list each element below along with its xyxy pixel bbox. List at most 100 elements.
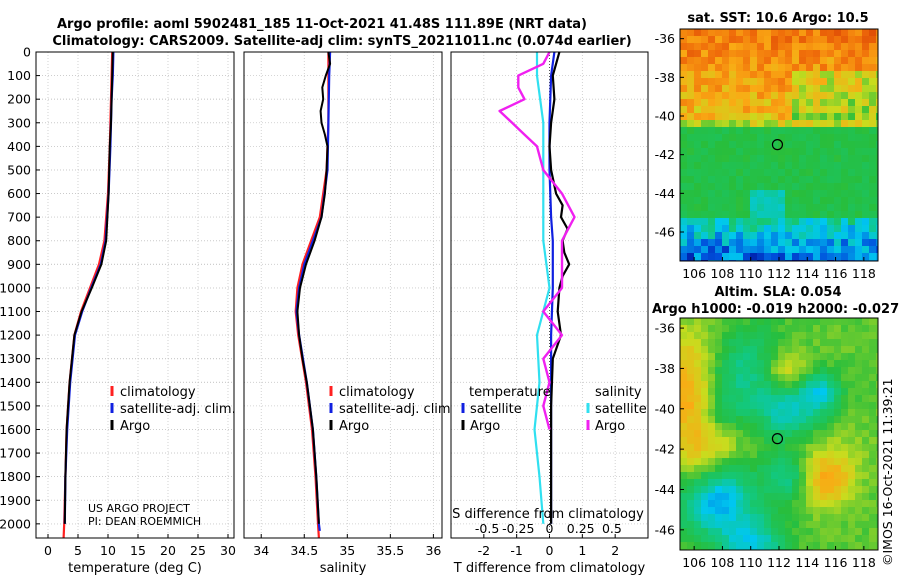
sla-cell <box>827 528 834 535</box>
sla-cell <box>792 458 799 465</box>
sst-cell <box>855 85 862 92</box>
sla-cell <box>722 339 729 346</box>
sst-cell <box>876 71 878 78</box>
sst-cell <box>834 246 841 253</box>
sst-cell <box>715 253 722 260</box>
sla-cell <box>876 374 878 381</box>
sla-cell <box>869 514 876 521</box>
sla-cell <box>757 430 764 437</box>
sst-cell <box>785 225 792 232</box>
sla-cell <box>785 465 792 472</box>
sla-cell <box>694 430 701 437</box>
sla-cell <box>834 374 841 381</box>
sla-cell <box>694 367 701 374</box>
sst-cell <box>729 183 736 190</box>
sla-cell <box>750 472 757 479</box>
sst-cell <box>876 190 878 197</box>
sst-cell <box>785 50 792 57</box>
sla-cell <box>680 353 687 360</box>
sla-cell <box>764 325 771 332</box>
sla-cell <box>722 500 729 507</box>
sst-cell <box>750 169 757 176</box>
x-tick-label: 112 <box>767 555 791 570</box>
sla-cell <box>799 367 806 374</box>
sst-cell <box>876 169 878 176</box>
sla-cell <box>771 346 778 353</box>
sla-cell <box>834 339 841 346</box>
sla-cell <box>743 374 750 381</box>
sst-cell <box>694 253 701 260</box>
sst-cell <box>743 232 750 239</box>
sst-cell <box>806 246 813 253</box>
sla-cell <box>820 395 827 402</box>
x-tick-label: 10 <box>100 543 116 558</box>
sst-cell <box>855 134 862 141</box>
sla-cell <box>841 409 848 416</box>
sla-cell <box>680 472 687 479</box>
sst-cell <box>743 197 750 204</box>
sst-cell <box>708 134 715 141</box>
sla-cell <box>771 318 778 325</box>
sla-cell <box>743 493 750 500</box>
sla-cell <box>869 528 876 535</box>
sla-cell <box>855 353 862 360</box>
sst-cell <box>687 162 694 169</box>
sla-cell <box>722 325 729 332</box>
sla-cell <box>764 521 771 528</box>
sla-cell <box>757 367 764 374</box>
sst-cell <box>799 64 806 71</box>
sst-cell <box>806 239 813 246</box>
sla-cell <box>687 409 694 416</box>
sst-cell <box>715 169 722 176</box>
sst-cell <box>813 197 820 204</box>
sla-cell <box>715 535 722 542</box>
sla-cell <box>757 542 764 549</box>
sst-cell <box>785 190 792 197</box>
sst-cell <box>722 78 729 85</box>
sst-cell <box>876 120 878 127</box>
sla-cell <box>701 493 708 500</box>
sst-cell <box>680 176 687 183</box>
sla-cell <box>820 416 827 423</box>
sst-cell <box>694 85 701 92</box>
sla-cell <box>855 381 862 388</box>
legend-label: climatology <box>120 385 196 400</box>
sla-cell <box>862 318 869 325</box>
sla-cell <box>715 528 722 535</box>
x-tick-label: 35.5 <box>376 543 404 558</box>
sla-cell <box>743 514 750 521</box>
sst-cell <box>855 225 862 232</box>
sst-cell <box>722 113 729 120</box>
sst-cell <box>869 106 876 113</box>
sla-cell <box>708 437 715 444</box>
sst-cell <box>848 43 855 50</box>
sst-cell <box>792 204 799 211</box>
sla-cell <box>862 458 869 465</box>
sla-cell <box>687 381 694 388</box>
sst-cell <box>701 29 708 36</box>
y-tick-label: -44 <box>655 186 675 201</box>
sla-cell <box>855 367 862 374</box>
sla-cell <box>792 451 799 458</box>
sla-cell <box>736 402 743 409</box>
sla-cell <box>785 430 792 437</box>
sla-cell <box>757 402 764 409</box>
sla-cell <box>708 416 715 423</box>
sla-cell <box>750 458 757 465</box>
sla-cell <box>694 521 701 528</box>
sla-cell <box>792 402 799 409</box>
sst-cell <box>764 78 771 85</box>
sst-cell <box>869 253 876 260</box>
sla-cell <box>778 521 785 528</box>
sst-cell <box>771 29 778 36</box>
sla-cell <box>862 465 869 472</box>
series-line-salinity-satellite <box>533 52 551 524</box>
sst-cell <box>750 120 757 127</box>
sst-cell <box>715 43 722 50</box>
sla-cell <box>869 360 876 367</box>
sst-cell <box>869 204 876 211</box>
sla-cell <box>778 353 785 360</box>
sla-cell <box>862 360 869 367</box>
sla-cell <box>778 486 785 493</box>
sla-cell <box>827 325 834 332</box>
